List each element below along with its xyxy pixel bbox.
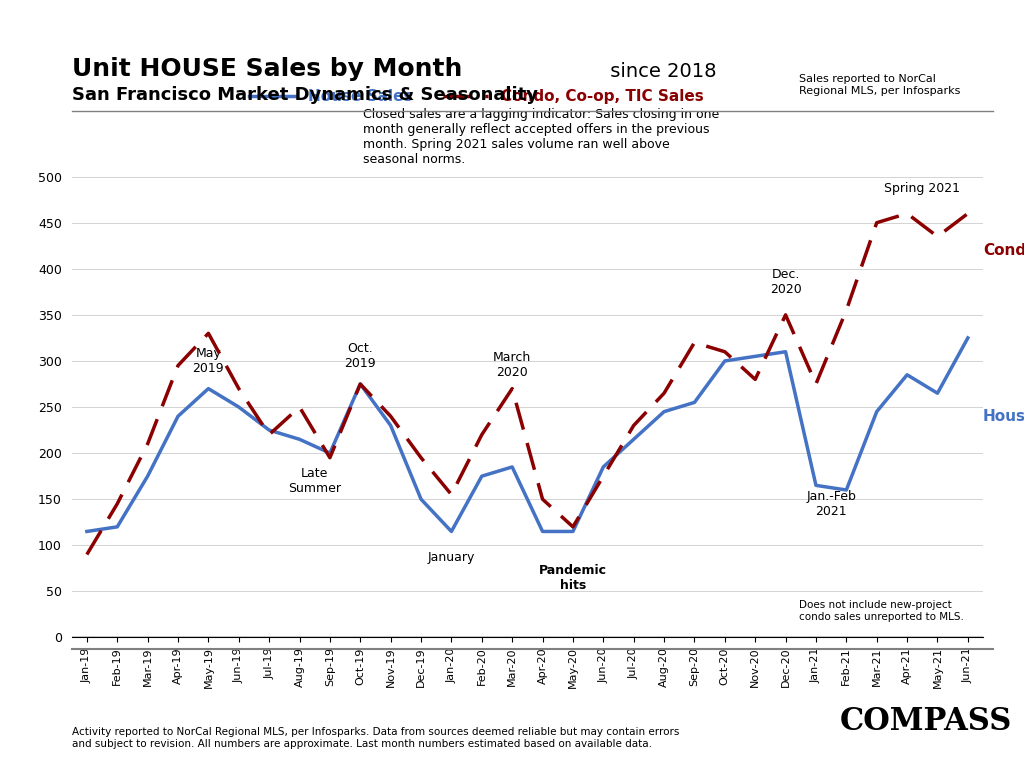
Text: Unit HOUSE Sales by Month: Unit HOUSE Sales by Month	[72, 57, 462, 81]
Text: March
2020: March 2020	[493, 352, 531, 379]
Text: House: House	[983, 409, 1024, 424]
Text: since 2018: since 2018	[604, 61, 717, 81]
Text: Pandemic
hits: Pandemic hits	[539, 564, 607, 591]
Text: Activity reported to NorCal Regional MLS, per Infosparks. Data from sources deem: Activity reported to NorCal Regional MLS…	[72, 727, 679, 749]
Text: Closed sales are a lagging indicator: Sales closing in one
month generally refle: Closed sales are a lagging indicator: Sa…	[364, 108, 720, 166]
Text: January: January	[428, 551, 475, 564]
Text: Jan.-Feb
2021: Jan.-Feb 2021	[806, 490, 856, 518]
Legend: House Sales, Condo, Co-op, TIC Sales: House Sales, Condo, Co-op, TIC Sales	[244, 83, 710, 110]
Text: Condo: Condo	[983, 243, 1024, 258]
Text: COMPASS: COMPASS	[840, 707, 1012, 737]
Text: Sales reported to NorCal
Regional MLS, per Infosparks: Sales reported to NorCal Regional MLS, p…	[799, 74, 961, 96]
Text: Oct.
2019: Oct. 2019	[344, 343, 376, 370]
Text: San Francisco Market Dynamics & Seasonality: San Francisco Market Dynamics & Seasonal…	[72, 86, 538, 104]
Text: Dec.
2020: Dec. 2020	[770, 269, 802, 296]
Text: Late
Summer: Late Summer	[288, 467, 341, 495]
Text: Does not include new-project
condo sales unreported to MLS.: Does not include new-project condo sales…	[799, 601, 964, 622]
Text: Spring 2021: Spring 2021	[885, 182, 961, 195]
Text: May
2019: May 2019	[193, 347, 224, 375]
